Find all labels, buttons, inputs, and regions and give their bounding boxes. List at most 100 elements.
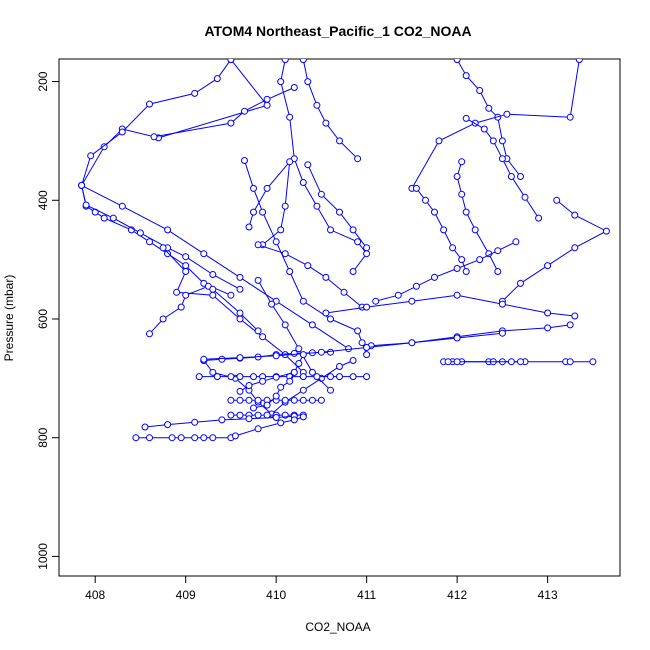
data-point <box>494 247 502 255</box>
data-point <box>290 368 298 376</box>
data-point <box>277 78 285 86</box>
data-point <box>227 411 235 419</box>
data-point <box>517 173 524 180</box>
data-point <box>299 413 307 421</box>
data-point <box>241 157 248 164</box>
data-point <box>458 158 466 166</box>
data-point <box>544 324 552 332</box>
series-35 <box>236 368 298 395</box>
data-point <box>146 100 153 108</box>
data-point <box>498 329 506 337</box>
data-point <box>349 357 357 364</box>
data-point <box>290 396 298 404</box>
data-point <box>200 355 208 363</box>
data-point <box>191 418 199 426</box>
data-point <box>272 373 280 381</box>
data-point <box>363 303 371 311</box>
data-point <box>286 268 294 275</box>
data-point <box>304 78 312 86</box>
data-point <box>245 415 253 423</box>
data-point <box>507 173 515 180</box>
data-point <box>458 190 466 198</box>
data-point <box>372 297 380 305</box>
data-point <box>313 202 321 210</box>
series-22 <box>322 291 579 320</box>
data-point <box>263 411 271 419</box>
data-point <box>87 152 95 160</box>
series-23 <box>367 321 574 350</box>
y-tick-label: 800 <box>36 427 50 447</box>
data-point <box>476 256 484 264</box>
series-19 <box>412 184 470 275</box>
data-point <box>146 330 153 338</box>
data-point <box>471 226 479 234</box>
data-point <box>363 351 371 359</box>
series-line <box>302 59 358 160</box>
data-point <box>191 434 199 442</box>
series-30 <box>141 412 298 431</box>
data-point <box>236 285 244 293</box>
data-point <box>453 334 461 342</box>
data-point <box>313 101 321 109</box>
data-point <box>317 190 325 198</box>
series-7 <box>277 59 371 275</box>
data-point <box>327 348 334 356</box>
data-point <box>521 193 529 201</box>
data-point <box>173 288 181 296</box>
x-axis-label: CO2_NOAA <box>305 620 370 634</box>
data-point <box>503 110 511 118</box>
data-point <box>462 208 470 216</box>
data-point <box>227 373 235 381</box>
data-point <box>512 238 520 246</box>
series-layer <box>78 59 610 442</box>
y-axis: 200 400 600 800 1000 <box>36 71 59 570</box>
data-point <box>327 315 334 323</box>
data-point <box>299 396 307 404</box>
series-26 <box>195 373 371 381</box>
data-point <box>254 411 262 419</box>
x-tick-label: 409 <box>176 588 196 602</box>
data-point <box>241 107 248 115</box>
series-18 <box>453 158 502 275</box>
data-point <box>444 358 452 366</box>
data-point <box>236 273 244 281</box>
data-point <box>317 348 325 356</box>
series-10 <box>241 157 371 359</box>
data-point <box>250 404 257 412</box>
data-point <box>168 434 176 442</box>
series-33 <box>200 329 506 363</box>
data-point <box>209 271 217 278</box>
series-34 <box>250 351 307 412</box>
y-tick-label: 200 <box>36 71 50 91</box>
data-point <box>453 265 461 272</box>
data-point <box>363 250 371 258</box>
data-point <box>489 137 497 145</box>
data-point <box>449 244 457 252</box>
data-point <box>254 276 262 284</box>
series-14 <box>304 161 371 252</box>
data-point <box>213 373 221 381</box>
data-point <box>589 358 597 366</box>
series-2 <box>78 59 244 293</box>
data-point <box>259 208 267 216</box>
series-5 <box>146 282 262 338</box>
data-point <box>254 241 262 249</box>
data-point <box>227 119 235 127</box>
data-point <box>553 196 561 204</box>
data-point <box>327 386 334 394</box>
data-point <box>200 250 208 258</box>
data-point <box>299 179 307 186</box>
data-point <box>412 282 420 290</box>
data-point <box>535 214 543 222</box>
data-point <box>286 158 294 166</box>
data-point <box>453 59 461 64</box>
data-point <box>431 208 438 216</box>
data-point <box>195 373 203 381</box>
data-point <box>327 226 334 234</box>
data-point <box>304 262 312 270</box>
data-point <box>254 327 262 335</box>
data-point <box>354 155 362 163</box>
x-tick-label: 408 <box>85 588 105 602</box>
data-point <box>422 196 429 204</box>
data-point <box>245 223 253 231</box>
